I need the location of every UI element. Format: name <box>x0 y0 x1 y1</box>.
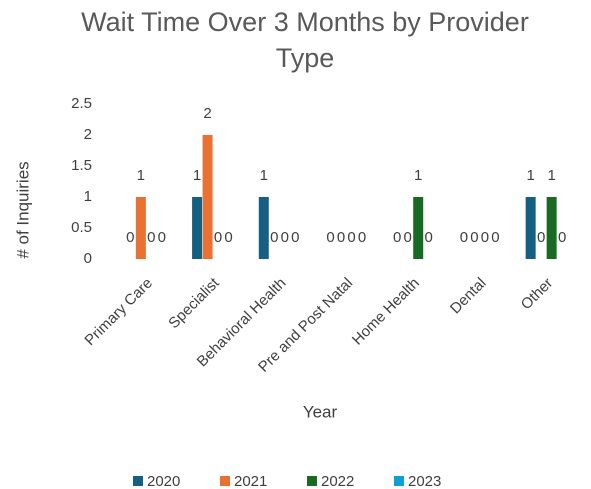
data-label: 0 <box>326 229 334 246</box>
bar <box>202 135 213 259</box>
data-label: 1 <box>137 167 145 184</box>
x-tick-label: Primary Care <box>81 275 156 350</box>
y-tick-label: 0 <box>84 250 92 267</box>
data-label: 2 <box>203 105 211 122</box>
data-label: 1 <box>526 167 534 184</box>
legend-swatch <box>394 476 404 486</box>
data-label: 0 <box>404 229 412 246</box>
y-tick-label: 1.5 <box>71 157 92 174</box>
bar <box>135 197 146 259</box>
legend-swatch <box>307 476 317 486</box>
legend-label: 2022 <box>321 473 354 489</box>
data-label: 0 <box>224 229 232 246</box>
data-label: 0 <box>558 229 566 246</box>
data-label: 0 <box>337 229 345 246</box>
data-label: 0 <box>126 229 134 246</box>
bar <box>525 197 536 259</box>
data-label: 0 <box>281 229 289 246</box>
data-label: 0 <box>291 229 299 246</box>
data-label: 1 <box>193 167 201 184</box>
data-label: 0 <box>460 229 468 246</box>
x-tick-label: Other <box>518 275 557 314</box>
data-label: 0 <box>147 229 155 246</box>
chart-title: Wait Time Over 3 Months by Provider Type <box>81 7 529 73</box>
data-label: 0 <box>425 229 433 246</box>
bar <box>258 197 269 259</box>
data-label: 0 <box>481 229 489 246</box>
data-label: 0 <box>537 229 545 246</box>
y-tick-label: 1 <box>84 188 92 205</box>
x-tick-label: Home Health <box>349 275 423 349</box>
data-label: 0 <box>358 229 366 246</box>
y-axis-title: # of Inquiries <box>13 161 32 258</box>
data-label: 0 <box>491 229 499 246</box>
data-label: 0 <box>393 229 401 246</box>
bar <box>413 197 424 259</box>
data-label: 1 <box>414 167 422 184</box>
legend-swatch <box>220 476 230 486</box>
data-label: 0 <box>214 229 222 246</box>
legend-swatch <box>133 476 143 486</box>
data-label: 1 <box>547 167 555 184</box>
data-label: 0 <box>347 229 355 246</box>
data-label: 0 <box>158 229 166 246</box>
legend-label: 2020 <box>147 473 180 489</box>
bar <box>546 197 557 259</box>
x-tick-label: Specialist <box>165 274 223 332</box>
y-tick-label: 2 <box>84 126 92 143</box>
y-tick-label: 0.5 <box>71 219 92 236</box>
y-tick-label: 2.5 <box>71 95 92 112</box>
legend-label: 2023 <box>408 473 441 489</box>
data-label: 1 <box>260 167 268 184</box>
data-label: 0 <box>270 229 278 246</box>
data-label: 0 <box>470 229 478 246</box>
x-tick-label: Dental <box>447 275 490 318</box>
bar <box>192 197 203 259</box>
legend-label: 2021 <box>234 473 267 489</box>
x-axis-title: Year <box>303 402 338 421</box>
